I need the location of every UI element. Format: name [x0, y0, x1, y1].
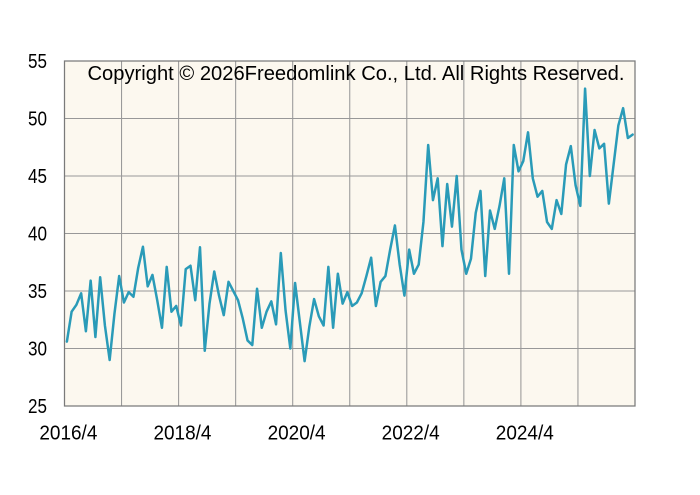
- svg-text:45: 45: [28, 166, 47, 188]
- svg-text:2018/4: 2018/4: [153, 423, 211, 445]
- svg-text:2016/4: 2016/4: [39, 423, 97, 445]
- svg-text:2020/4: 2020/4: [268, 423, 326, 445]
- svg-text:35: 35: [28, 281, 47, 303]
- svg-text:Copyright © 2026Freedomlink Co: Copyright © 2026Freedomlink Co., Ltd. Al…: [88, 63, 625, 85]
- svg-text:2024/4: 2024/4: [496, 423, 554, 445]
- svg-text:30: 30: [28, 339, 47, 361]
- svg-text:25: 25: [28, 396, 47, 418]
- svg-text:50: 50: [28, 109, 47, 131]
- svg-text:55: 55: [28, 51, 47, 73]
- svg-text:2022/4: 2022/4: [382, 423, 440, 445]
- svg-text:40: 40: [28, 224, 47, 246]
